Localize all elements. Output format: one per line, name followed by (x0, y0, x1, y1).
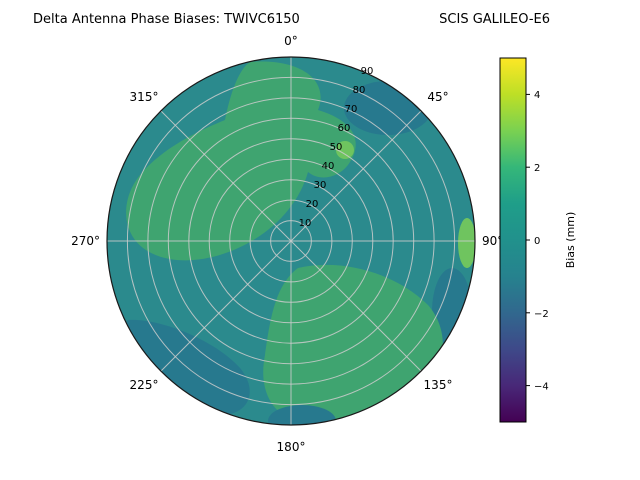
colorbar-tick-m4: −4 (534, 382, 549, 393)
colorbar-axis-label: Bias (mm) (564, 212, 577, 269)
angular-label-270: 270° (71, 234, 100, 248)
angular-label-0: 0° (284, 34, 298, 48)
angular-tick-labels: 0° 45° 90° 135° 180° 225° 270° 315° (71, 34, 503, 454)
radial-tick-labels: 10 20 30 40 50 60 70 80 90 (299, 66, 374, 229)
contour-maximum-spot (336, 141, 354, 159)
polar-axis-rim (106, 56, 476, 426)
angular-label-315: 315° (130, 90, 159, 104)
radial-tick-60: 60 (338, 123, 351, 134)
contour-negative-region-bottom-notch (268, 405, 336, 425)
colorbar-tick-4: 4 (534, 90, 540, 101)
radial-tick-20: 20 (306, 199, 319, 210)
radial-tick-10: 10 (299, 218, 312, 229)
radial-tick-40: 40 (322, 161, 335, 172)
colorbar-tick-0: 0 (534, 236, 540, 247)
colorbar-tick-m2: −2 (534, 309, 549, 320)
angular-gridlines (107, 57, 475, 425)
radial-tick-50: 50 (330, 142, 343, 153)
angular-label-225: 225° (130, 378, 159, 392)
chart-title-right: SCIS GALILEO-E6 (439, 12, 550, 27)
contour-positive-region-upper-left (126, 61, 356, 261)
contour-maximum-right-rim (458, 218, 475, 268)
angular-label-90: 90° (482, 234, 503, 248)
contour-positive-region-lower-right (263, 264, 443, 425)
contour-negative-region-lower-left (119, 319, 250, 416)
angular-label-45: 45° (427, 90, 448, 104)
radial-tick-90: 90 (361, 66, 374, 77)
angular-label-135: 135° (424, 378, 453, 392)
colorbar-gradient (499, 57, 527, 423)
spoke-135-315 (160, 110, 422, 372)
angular-label-180: 180° (277, 440, 306, 454)
radial-tick-70: 70 (345, 104, 358, 115)
radial-tick-80: 80 (353, 85, 366, 96)
colorbar: 4 2 0 −2 −4 Bias (mm) (499, 57, 577, 423)
chart-title-left: Delta Antenna Phase Biases: TWIVC6150 (33, 12, 300, 27)
colorbar-tick-2: 2 (534, 163, 540, 174)
radial-tick-30: 30 (314, 180, 327, 191)
